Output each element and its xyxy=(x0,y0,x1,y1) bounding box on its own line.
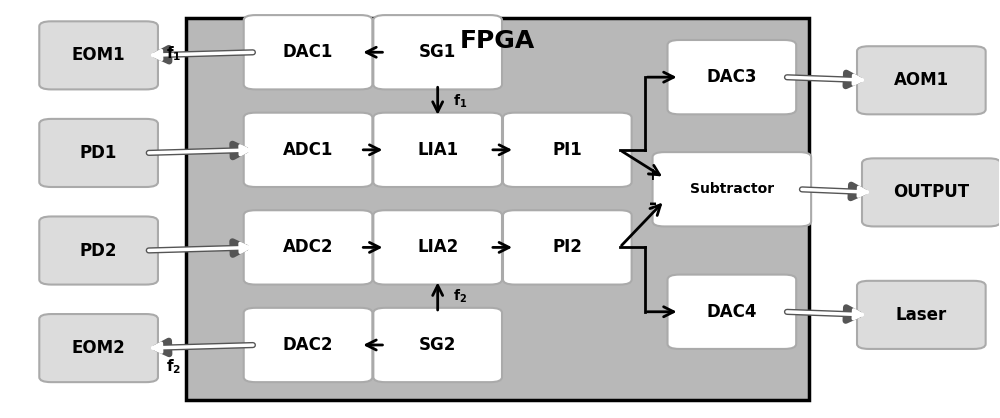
Text: DAC3: DAC3 xyxy=(707,68,757,86)
FancyBboxPatch shape xyxy=(373,15,502,89)
FancyBboxPatch shape xyxy=(857,281,986,349)
FancyBboxPatch shape xyxy=(39,217,158,285)
Text: PI1: PI1 xyxy=(552,141,582,159)
Text: PD1: PD1 xyxy=(80,144,117,162)
Text: SG1: SG1 xyxy=(419,43,456,61)
FancyBboxPatch shape xyxy=(857,46,986,115)
Text: ADC2: ADC2 xyxy=(283,238,333,256)
FancyBboxPatch shape xyxy=(244,308,372,382)
FancyBboxPatch shape xyxy=(503,210,632,285)
FancyBboxPatch shape xyxy=(244,15,372,89)
Text: +: + xyxy=(646,166,660,184)
Text: SG2: SG2 xyxy=(419,336,456,354)
Text: Laser: Laser xyxy=(896,306,947,324)
FancyBboxPatch shape xyxy=(862,158,1000,227)
FancyBboxPatch shape xyxy=(39,21,158,89)
Text: PI2: PI2 xyxy=(552,238,582,256)
Text: $\mathbf{f_2}$: $\mathbf{f_2}$ xyxy=(166,357,181,376)
Text: EOM1: EOM1 xyxy=(72,46,125,64)
Text: $\mathbf{f_1}$: $\mathbf{f_1}$ xyxy=(166,44,181,63)
Text: PD2: PD2 xyxy=(80,242,117,260)
FancyBboxPatch shape xyxy=(373,308,502,382)
Text: OUTPUT: OUTPUT xyxy=(893,184,969,201)
Text: -: - xyxy=(649,194,657,213)
FancyBboxPatch shape xyxy=(244,113,372,187)
FancyBboxPatch shape xyxy=(503,113,632,187)
FancyBboxPatch shape xyxy=(244,210,372,285)
Text: DAC1: DAC1 xyxy=(283,43,333,61)
Text: EOM2: EOM2 xyxy=(72,339,125,357)
Text: LIA2: LIA2 xyxy=(417,238,458,256)
Text: LIA1: LIA1 xyxy=(417,141,458,159)
Text: ADC1: ADC1 xyxy=(283,141,333,159)
FancyBboxPatch shape xyxy=(668,275,796,349)
Text: $\mathbf{f_1}$: $\mathbf{f_1}$ xyxy=(453,92,467,110)
Text: DAC4: DAC4 xyxy=(707,303,757,321)
Text: Subtractor: Subtractor xyxy=(690,182,774,196)
Text: FPGA: FPGA xyxy=(460,29,535,53)
Text: DAC2: DAC2 xyxy=(283,336,333,354)
Text: $\mathbf{f_2}$: $\mathbf{f_2}$ xyxy=(453,288,467,305)
FancyBboxPatch shape xyxy=(653,152,811,227)
FancyBboxPatch shape xyxy=(373,210,502,285)
FancyBboxPatch shape xyxy=(186,18,809,400)
FancyBboxPatch shape xyxy=(39,119,158,187)
Text: AOM1: AOM1 xyxy=(894,71,949,89)
FancyBboxPatch shape xyxy=(373,113,502,187)
FancyBboxPatch shape xyxy=(39,314,158,382)
FancyBboxPatch shape xyxy=(668,40,796,115)
